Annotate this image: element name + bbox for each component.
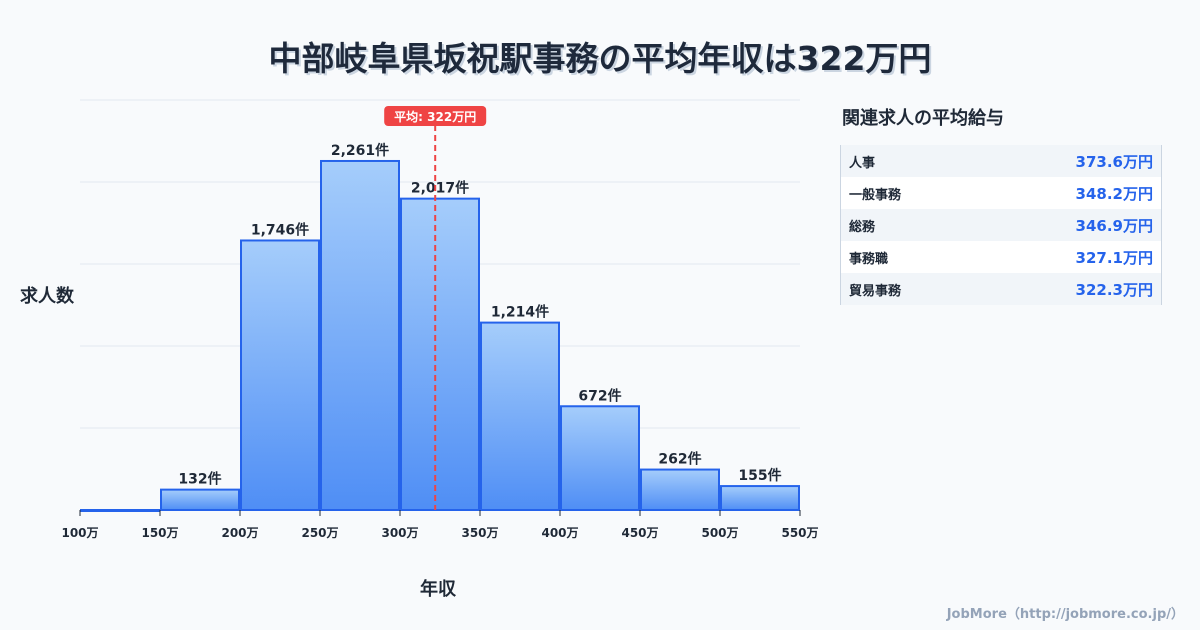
table-row: 事務職 327.1万円 [841, 241, 1161, 273]
x-tick-label: 400万 [541, 526, 578, 540]
chart-title: 中部岐阜県坂祝駅事務の平均年収は322万円 [268, 39, 932, 78]
related-salary-title: 関連求人の平均給与 [842, 108, 1004, 129]
job-salary: 373.6万円 [1075, 152, 1153, 171]
table-row: 総務 346.9万円 [841, 209, 1161, 241]
related-salary-table: 人事 373.6万円 一般事務 348.2万円 総務 346.9万円 事務職 327.1… [840, 145, 1162, 305]
bar-label: 1,214件 [491, 304, 549, 321]
job-salary: 348.2万円 [1075, 184, 1153, 203]
bar [80, 509, 160, 512]
y-axis-label: 求人数 [20, 286, 74, 307]
x-tick-label: 450万 [621, 526, 658, 540]
x-tick-label: 100万 [61, 526, 98, 540]
job-label: 一般事務 [849, 187, 902, 203]
table-row: 貿易事務 322.3万円 [841, 273, 1161, 305]
footer-credit: JobMore（http://jobmore.co.jp/） [946, 607, 1184, 622]
job-label: 総務 [849, 219, 876, 235]
bar [400, 197, 480, 511]
bar [320, 159, 400, 511]
average-badge [384, 106, 487, 126]
bar-label: 132件 [178, 471, 221, 488]
average-label: 平均: 322万円 [394, 109, 476, 124]
bar-label: 2,261件 [331, 142, 389, 159]
job-salary: 327.1万円 [1075, 248, 1153, 267]
x-tick-label: 300万 [381, 526, 418, 540]
bar [560, 405, 640, 511]
bar-label: 2,017件 [411, 180, 469, 197]
x-axis-label: 年収 [420, 579, 456, 600]
bar [240, 239, 320, 511]
x-tick-label: 350万 [461, 526, 498, 540]
histogram: 132件 1,746件 2,261件 2,017件 1,214件 672件 262件 155件… [61, 99, 819, 540]
bar [480, 321, 560, 512]
bar-label: 672件 [578, 387, 621, 404]
job-salary: 322.3万円 [1075, 280, 1153, 299]
x-tick-label: 550万 [781, 526, 818, 540]
bar [720, 485, 800, 511]
table-row: 一般事務 348.2万円 [841, 177, 1161, 209]
bar [640, 468, 720, 512]
bar-label: 262件 [658, 451, 701, 468]
bar-label: 1,746件 [251, 221, 309, 238]
job-label: 貿易事務 [849, 283, 902, 299]
table-row: 人事 373.6万円 [841, 145, 1161, 177]
bar-label: 155件 [738, 467, 781, 484]
x-tick-label: 250万 [301, 526, 338, 540]
x-tick-label: 200万 [221, 526, 258, 540]
x-tick-label: 500万 [701, 526, 738, 540]
bar [160, 488, 240, 512]
job-label: 事務職 [849, 251, 889, 267]
job-label: 人事 [849, 155, 876, 171]
job-salary: 346.9万円 [1075, 216, 1153, 235]
x-tick-label: 150万 [141, 526, 178, 540]
